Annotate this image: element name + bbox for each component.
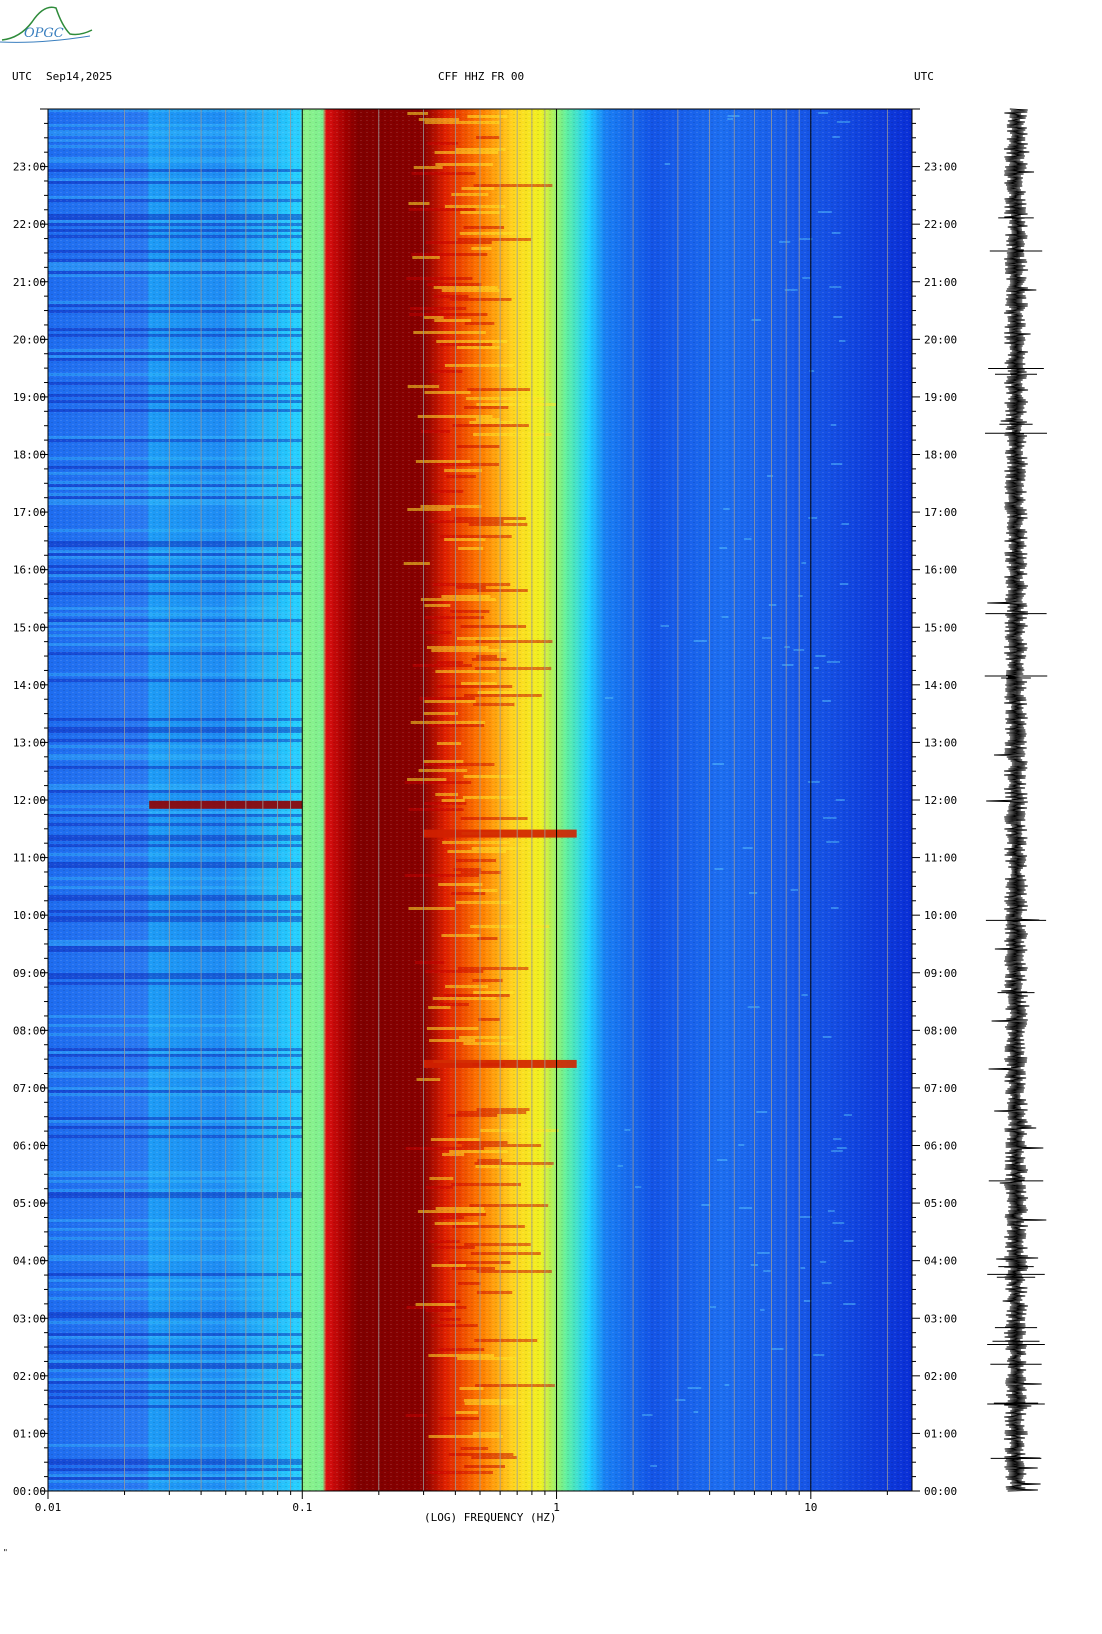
y-tick-label-left: 21:00 [13,276,46,289]
y-tick-label-left: 20:00 [13,333,46,346]
y-tick-label-left: 00:00 [13,1485,46,1498]
y-tick-label-right: 21:00 [924,276,957,289]
x-tick-label: 1 [553,1501,560,1514]
y-tick-label-left: 16:00 [13,564,46,577]
y-tick-label-right: 10:00 [924,909,957,922]
date-label: Sep14,2025 [46,70,113,83]
seismogram-trace [984,108,1048,1492]
y-tick-label-right: 00:00 [924,1485,957,1498]
y-tick-label-right: 22:00 [924,218,957,231]
y-tick-label-right: 16:00 [924,564,957,577]
x-tick-label: 10 [804,1501,817,1514]
y-tick-label-right: 12:00 [924,794,957,807]
y-tick-label-left: 18:00 [13,449,46,462]
y-tick-label-right: 17:00 [924,506,957,519]
y-tick-label-right: 15:00 [924,621,957,634]
y-tick-label-right: 08:00 [924,1024,957,1037]
y-tick-label-right: 07:00 [924,1082,957,1095]
frequency-axis-ticks: 0.01 0.1 1 10 [35,1491,888,1514]
y-tick-label-right: 14:00 [924,679,957,692]
station-label: CFF HHZ FR 00 [438,70,525,83]
y-tick-label-left: 17:00 [13,506,46,519]
y-tick-label-left: 19:00 [13,391,46,404]
y-tick-label-left: 07:00 [13,1082,46,1095]
y-tick-label-left: 08:00 [13,1024,46,1037]
y-tick-label-left: 11:00 [13,852,46,865]
y-tick-label-right: 04:00 [924,1255,957,1268]
y-tick-label-right: 06:00 [924,1140,957,1153]
x-tick-label: 0.1 [292,1501,312,1514]
y-tick-label-left: 12:00 [13,794,46,807]
y-tick-label-right: 05:00 [924,1197,957,1210]
x-axis-title: (LOG) FREQUENCY (HZ) [424,1511,557,1524]
y-tick-label-right: 03:00 [924,1312,957,1325]
x-tick-label: 0.01 [35,1501,62,1514]
seismogram-line [986,108,1047,1492]
frequency-gridlines [48,109,912,1491]
y-tick-label-left: 04:00 [13,1255,46,1268]
logo-mountain-icon [0,6,93,43]
y-tick-label-left: 03:00 [13,1312,46,1325]
y-tick-label-right: 13:00 [924,736,957,749]
y-tick-label-left: 05:00 [13,1197,46,1210]
utc-label-left: UTC [12,70,32,83]
y-tick-label-right: 18:00 [924,449,957,462]
y-tick-label-left: 13:00 [13,736,46,749]
y-tick-label-right: 23:00 [924,161,957,174]
y-tick-label-left: 06:00 [13,1140,46,1153]
footer-mark: " [3,1548,8,1557]
y-tick-label-left: 14:00 [13,679,46,692]
y-tick-label-left: 10:00 [13,909,46,922]
y-tick-label-left: 09:00 [13,967,46,980]
time-axis-ticks: 00:00 00:00 01:00 01:00 02:00 02:00 03:00 03:00… [13,108,957,1498]
y-tick-label-right: 01:00 [924,1427,957,1440]
y-tick-label-right: 02:00 [924,1370,957,1383]
y-tick-label-left: 02:00 [13,1370,46,1383]
y-tick-label-right: 11:00 [924,852,957,865]
y-tick-label-right: 09:00 [924,967,957,980]
y-tick-label-left: 15:00 [13,621,46,634]
y-tick-label-right: 20:00 [924,333,957,346]
opgc-logo: OPGC [0,0,100,48]
y-tick-label-right: 19:00 [924,391,957,404]
utc-label-right: UTC [914,70,934,83]
logo-text: OPGC [24,26,64,41]
y-tick-label-left: 22:00 [13,218,46,231]
y-tick-label-left: 01:00 [13,1427,46,1440]
y-tick-label-left: 23:00 [13,161,46,174]
